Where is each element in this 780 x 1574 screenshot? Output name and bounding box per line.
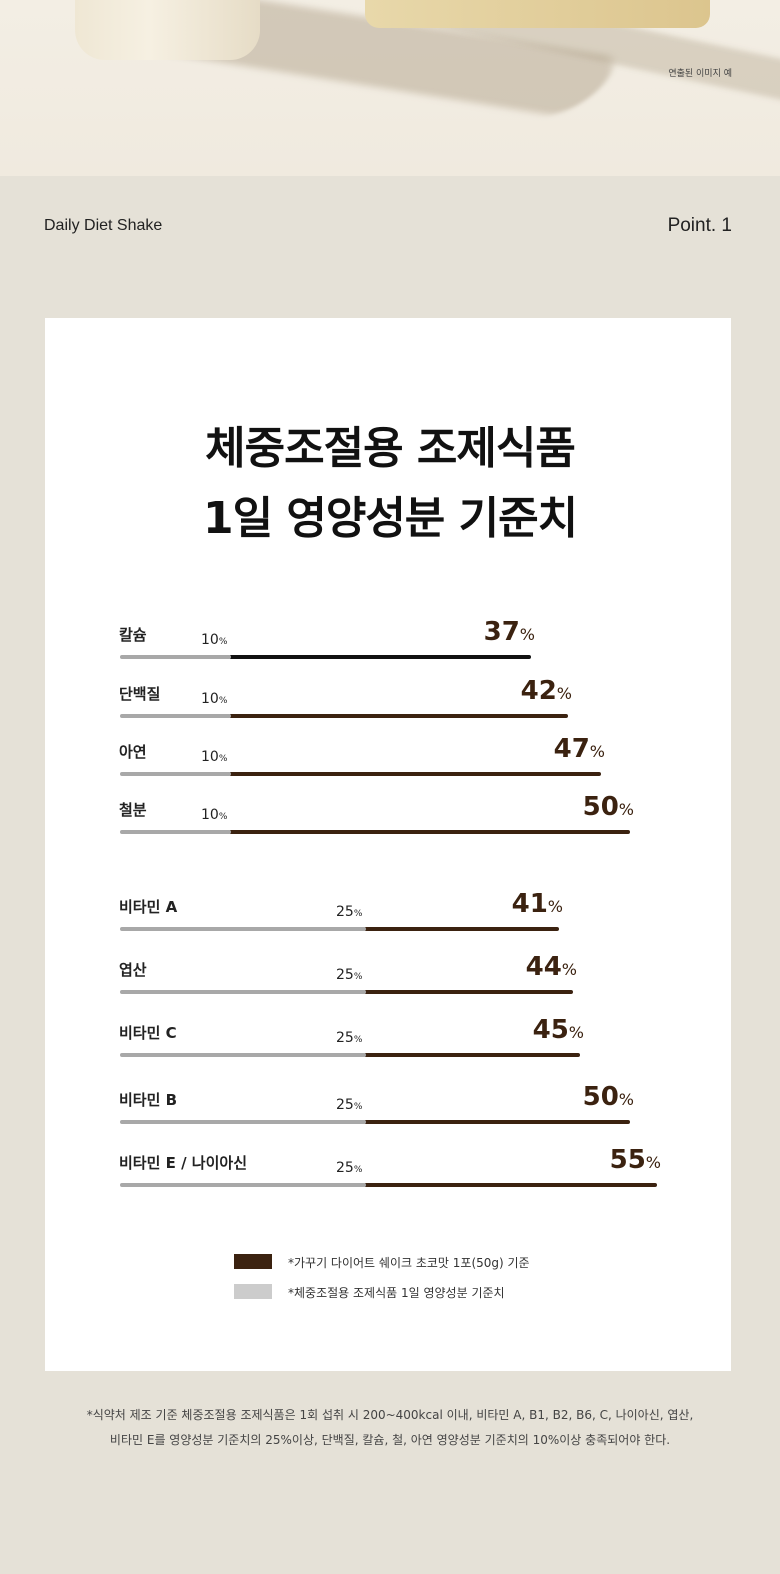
standard-value: 10 bbox=[201, 749, 219, 765]
cup-image bbox=[75, 0, 260, 60]
category-label: 단백질 bbox=[119, 685, 161, 703]
product-value: 42 bbox=[520, 676, 557, 706]
product-bar bbox=[364, 927, 559, 931]
standard-value-label: 10% bbox=[201, 807, 227, 823]
standard-bar bbox=[120, 1120, 366, 1124]
percent-unit: % bbox=[556, 684, 572, 703]
category-label: 비타민 C bbox=[119, 1024, 177, 1042]
percent-unit: % bbox=[561, 960, 577, 979]
percent-unit: % bbox=[568, 1023, 584, 1042]
standard-value: 25 bbox=[336, 904, 354, 920]
percent-unit: % bbox=[547, 897, 563, 916]
percent-unit: % bbox=[353, 972, 363, 982]
standard-value-label: 25% bbox=[336, 904, 362, 920]
standard-value: 25 bbox=[336, 1097, 354, 1113]
standard-bar bbox=[120, 830, 231, 834]
standard-value: 10 bbox=[201, 691, 219, 707]
standard-bar bbox=[120, 927, 366, 931]
product-value-label: 44% bbox=[526, 952, 577, 982]
percent-unit: % bbox=[218, 637, 228, 647]
percent-unit: % bbox=[618, 1090, 634, 1109]
standard-value: 10 bbox=[201, 632, 219, 648]
standard-value-label: 10% bbox=[201, 632, 227, 648]
percent-unit: % bbox=[218, 754, 228, 764]
percent-unit: % bbox=[589, 742, 605, 761]
standard-value-label: 10% bbox=[201, 691, 227, 707]
pouch-image bbox=[365, 0, 710, 28]
percent-unit: % bbox=[353, 1035, 363, 1045]
standard-value-label: 25% bbox=[336, 967, 362, 983]
image-note: 연출된 이미지 예 bbox=[668, 69, 732, 79]
category-label: 비타민 A bbox=[119, 898, 178, 916]
standard-value: 25 bbox=[336, 967, 354, 983]
footnote-line1: *식약처 제조 기준 체중조절용 조제식품은 1회 섭취 시 200~400kc… bbox=[86, 1408, 694, 1422]
product-bar bbox=[229, 772, 601, 776]
product-value: 41 bbox=[511, 889, 548, 919]
product-bar bbox=[364, 1183, 657, 1187]
category-label: 엽산 bbox=[119, 961, 147, 979]
chart-title-line1: 체중조절용 조제식품 bbox=[205, 423, 576, 474]
product-bar bbox=[229, 655, 531, 659]
percent-unit: % bbox=[353, 909, 363, 919]
chart-card bbox=[45, 318, 731, 1371]
brand-label: Daily Diet Shake bbox=[44, 217, 163, 234]
standard-bar bbox=[120, 1053, 366, 1057]
standard-bar bbox=[120, 714, 231, 718]
product-value-label: 55% bbox=[610, 1145, 661, 1175]
standard-bar bbox=[120, 1183, 366, 1187]
product-bar bbox=[364, 990, 573, 994]
product-value: 44 bbox=[525, 952, 562, 982]
percent-unit: % bbox=[519, 625, 535, 644]
product-value-label: 45% bbox=[533, 1015, 584, 1045]
standard-value-label: 25% bbox=[336, 1097, 362, 1113]
product-value-label: 50% bbox=[583, 792, 634, 822]
product-value-label: 47% bbox=[554, 734, 605, 764]
standard-bar bbox=[120, 990, 366, 994]
percent-unit: % bbox=[353, 1165, 363, 1175]
product-bar bbox=[229, 714, 568, 718]
product-value-label: 41% bbox=[512, 889, 563, 919]
product-bar bbox=[364, 1053, 580, 1057]
standard-value-label: 10% bbox=[201, 749, 227, 765]
product-bar bbox=[364, 1120, 630, 1124]
product-value: 37 bbox=[483, 617, 520, 647]
percent-unit: % bbox=[353, 1102, 363, 1112]
product-value: 47 bbox=[553, 734, 590, 764]
percent-unit: % bbox=[645, 1153, 661, 1172]
percent-unit: % bbox=[218, 696, 228, 706]
hero-image: 연출된 이미지 예 bbox=[0, 0, 780, 176]
chart-title-line2: 1일 영양성분 기준치 bbox=[202, 493, 578, 544]
product-value: 50 bbox=[582, 792, 619, 822]
standard-value: 25 bbox=[336, 1030, 354, 1046]
legend-product: *가꾸기 다이어트 쉐이크 초코맛 1포(50g) 기준 bbox=[288, 1256, 530, 1270]
standard-value: 25 bbox=[336, 1160, 354, 1176]
legend-swatch-standard bbox=[234, 1284, 272, 1299]
product-value: 45 bbox=[532, 1015, 569, 1045]
product-value-label: 37% bbox=[484, 617, 535, 647]
percent-unit: % bbox=[218, 812, 228, 822]
standard-bar bbox=[120, 655, 231, 659]
category-label: 아연 bbox=[119, 743, 147, 761]
product-bar bbox=[229, 830, 630, 834]
category-label: 비타민 B bbox=[119, 1091, 178, 1109]
standard-value-label: 25% bbox=[336, 1160, 362, 1176]
category-label: 칼슘 bbox=[119, 626, 147, 644]
category-label: 비타민 E / 나이아신 bbox=[119, 1154, 247, 1172]
product-value: 50 bbox=[582, 1082, 619, 1112]
product-value: 55 bbox=[609, 1145, 646, 1175]
product-value-label: 50% bbox=[583, 1082, 634, 1112]
footnote-line2: 비타민 E를 영양성분 기준치의 25%이상, 단백질, 칼슘, 철, 아연 영… bbox=[109, 1433, 671, 1447]
category-label: 철분 bbox=[119, 801, 147, 819]
standard-value-label: 25% bbox=[336, 1030, 362, 1046]
standard-value: 10 bbox=[201, 807, 219, 823]
product-value-label: 42% bbox=[521, 676, 572, 706]
legend-swatch-product bbox=[234, 1254, 272, 1269]
percent-unit: % bbox=[618, 800, 634, 819]
legend-standard: *체중조절용 조제식품 1일 영양성분 기준치 bbox=[288, 1286, 505, 1300]
standard-bar bbox=[120, 772, 231, 776]
point-label: Point. 1 bbox=[667, 215, 732, 236]
